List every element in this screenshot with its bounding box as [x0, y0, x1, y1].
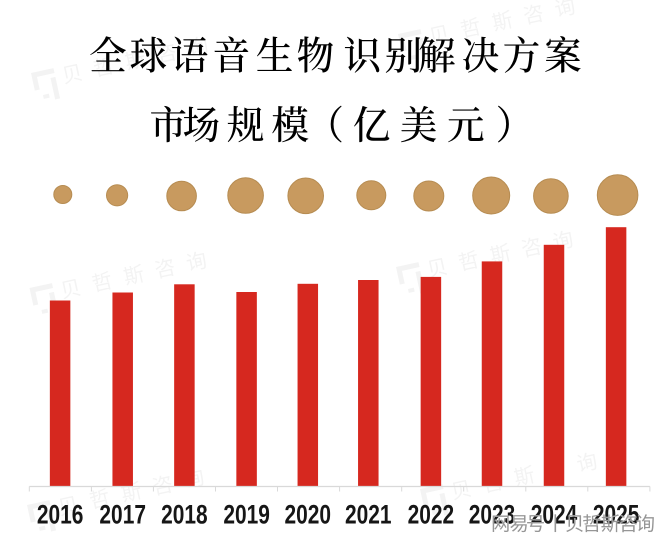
svg-text:2016: 2016 — [37, 500, 84, 530]
svg-text:2018: 2018 — [161, 500, 208, 530]
svg-text:2020: 2020 — [285, 500, 332, 530]
svg-text:2021: 2021 — [345, 500, 392, 530]
svg-text:2022: 2022 — [408, 500, 455, 530]
svg-text:2017: 2017 — [99, 500, 146, 530]
svg-text:2019: 2019 — [223, 500, 270, 530]
